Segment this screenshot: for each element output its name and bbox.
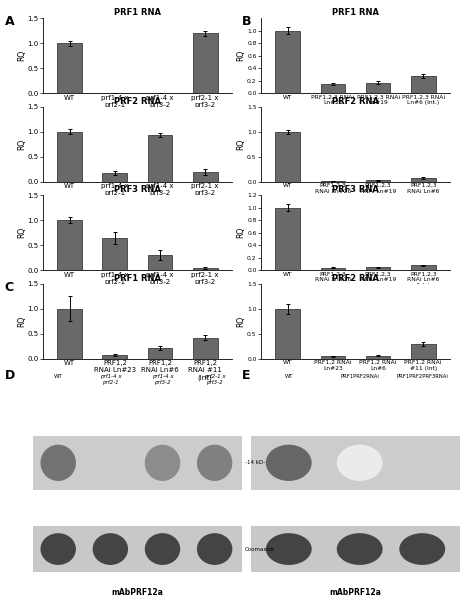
Ellipse shape: [266, 445, 312, 481]
Title: PRF3 RNA: PRF3 RNA: [114, 185, 161, 194]
Bar: [193, 338, 218, 359]
Bar: [365, 82, 391, 93]
Ellipse shape: [145, 445, 180, 481]
Bar: [251, 436, 460, 490]
Bar: [320, 84, 346, 93]
Bar: [193, 172, 218, 182]
Y-axis label: RQ: RQ: [237, 227, 246, 238]
Bar: [102, 173, 128, 182]
Text: prf1-4 x
prf3-2: prf1-4 x prf3-2: [152, 374, 173, 385]
Y-axis label: RQ: RQ: [237, 138, 246, 150]
Text: B: B: [242, 15, 251, 28]
Ellipse shape: [92, 533, 128, 565]
Title: PRF3 RNA: PRF3 RNA: [332, 185, 379, 194]
Y-axis label: RQ: RQ: [17, 138, 26, 150]
Bar: [411, 344, 436, 359]
Text: C: C: [5, 281, 14, 294]
Text: WT: WT: [284, 374, 293, 379]
Bar: [251, 526, 460, 572]
Bar: [365, 267, 391, 270]
Ellipse shape: [197, 445, 232, 481]
Text: D: D: [5, 369, 15, 382]
Bar: [365, 181, 391, 182]
Title: PRF2 RNA: PRF2 RNA: [332, 274, 379, 283]
Bar: [193, 33, 218, 93]
Ellipse shape: [40, 445, 76, 481]
Bar: [147, 135, 173, 182]
Ellipse shape: [266, 533, 312, 565]
Bar: [147, 348, 173, 359]
Text: E: E: [242, 369, 250, 382]
Bar: [275, 309, 300, 359]
Bar: [57, 220, 82, 270]
Bar: [102, 355, 128, 359]
Bar: [102, 238, 128, 270]
Y-axis label: RQ: RQ: [237, 315, 246, 327]
Text: WT: WT: [54, 374, 63, 379]
Bar: [275, 132, 300, 182]
Bar: [193, 268, 218, 270]
Text: PRF1PRF2RNAi: PRF1PRF2RNAi: [340, 374, 379, 379]
Text: A: A: [5, 15, 14, 28]
Text: prf2-1 x
prf3-2: prf2-1 x prf3-2: [204, 374, 226, 385]
Bar: [57, 43, 82, 93]
Title: PRF1 RNA: PRF1 RNA: [332, 8, 379, 17]
Text: mAbPRF12a: mAbPRF12a: [329, 588, 382, 597]
Bar: [320, 181, 346, 182]
Y-axis label: RQ: RQ: [17, 50, 26, 61]
Title: PRF1 RNA: PRF1 RNA: [114, 274, 161, 283]
Bar: [411, 178, 436, 182]
Bar: [411, 76, 436, 93]
Y-axis label: RQ: RQ: [237, 50, 246, 61]
Ellipse shape: [145, 533, 180, 565]
Ellipse shape: [40, 533, 76, 565]
Y-axis label: RQ: RQ: [17, 315, 26, 327]
Ellipse shape: [399, 533, 445, 565]
Text: Coomassie: Coomassie: [245, 547, 275, 551]
Bar: [33, 526, 242, 572]
Title: PRF2 RNA: PRF2 RNA: [332, 97, 379, 106]
Text: prf1-4 x
prf2-1: prf1-4 x prf2-1: [100, 374, 121, 385]
Ellipse shape: [337, 533, 383, 565]
Text: -14 kD-: -14 kD-: [245, 461, 265, 465]
Bar: [33, 436, 242, 490]
Ellipse shape: [337, 445, 383, 481]
Y-axis label: RQ: RQ: [17, 227, 26, 238]
Text: mAbPRF12a: mAbPRF12a: [111, 588, 164, 597]
Bar: [57, 132, 82, 182]
Bar: [275, 208, 300, 270]
Bar: [365, 356, 391, 359]
Bar: [57, 309, 82, 359]
Bar: [320, 268, 346, 270]
Ellipse shape: [197, 533, 232, 565]
Title: PRF1 RNA: PRF1 RNA: [114, 8, 161, 17]
Text: PRF1PRF2PRF3RNAi: PRF1PRF2PRF3RNAi: [396, 374, 448, 379]
Bar: [147, 255, 173, 270]
Bar: [411, 265, 436, 270]
Title: PRF2 RNA: PRF2 RNA: [114, 97, 161, 106]
Bar: [320, 356, 346, 359]
Bar: [275, 31, 300, 93]
